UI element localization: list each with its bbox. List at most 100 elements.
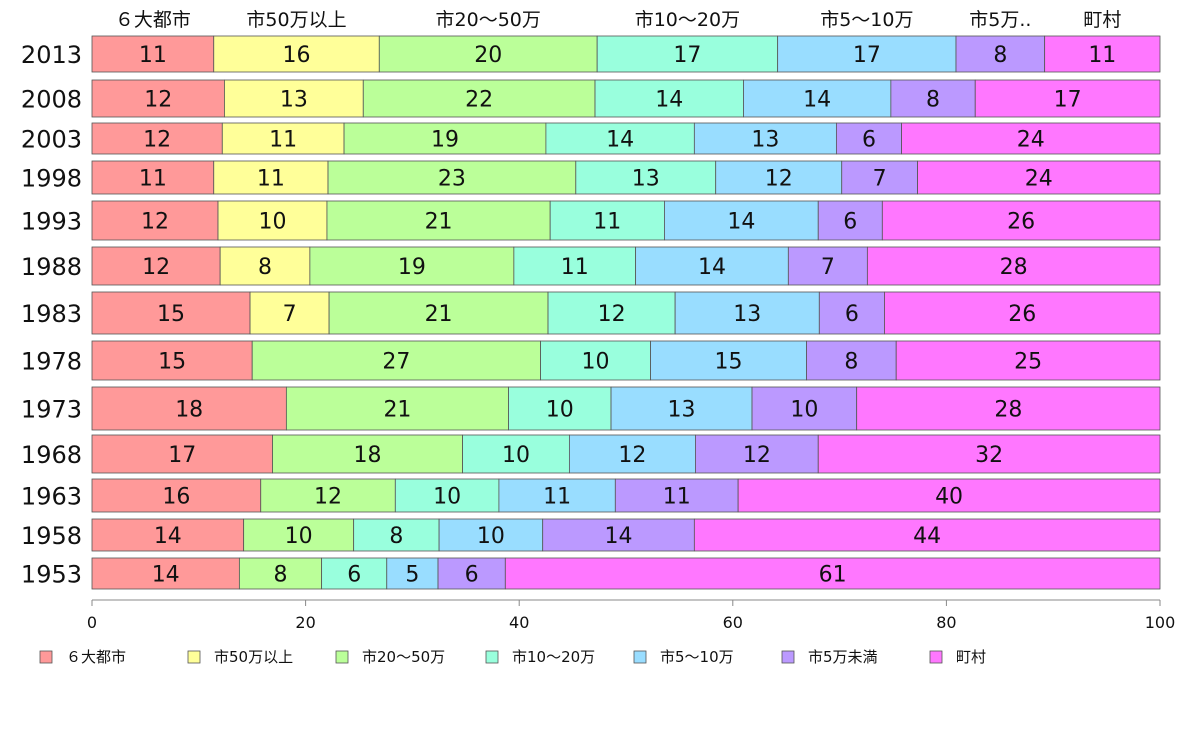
bar-segment xyxy=(614,478,739,513)
bar-segment xyxy=(91,518,245,552)
bar-segment xyxy=(881,200,1161,241)
segment-value-label: 17 xyxy=(1054,88,1082,113)
segment-value-label: 11 xyxy=(663,485,691,510)
segment-value-label: 32 xyxy=(975,443,1003,468)
segment-value-label: 26 xyxy=(1008,302,1036,327)
year-label: 1993 xyxy=(21,208,82,236)
top-column-label: 市5万.. xyxy=(969,9,1031,31)
year-label: 1953 xyxy=(21,561,82,589)
segment-value-label: 11 xyxy=(257,167,285,192)
bar-segment xyxy=(328,291,549,335)
segment-value-label: 10 xyxy=(502,443,530,468)
bar-segment xyxy=(650,340,807,381)
legend-label: 市50万以上 xyxy=(214,648,293,666)
segment-value-label: 11 xyxy=(593,210,621,235)
year-label: 1963 xyxy=(21,483,82,511)
segment-value-label: 61 xyxy=(819,563,847,588)
segment-value-label: 10 xyxy=(790,398,818,423)
segment-value-label: 22 xyxy=(465,88,493,113)
bar-segment xyxy=(251,340,541,381)
bar-segment xyxy=(221,122,345,155)
segment-value-label: 19 xyxy=(431,128,459,153)
bar-segment xyxy=(260,478,396,513)
bar-segment xyxy=(504,557,1161,590)
segment-value-label: 14 xyxy=(698,255,726,280)
segment-value-label: 6 xyxy=(845,302,859,327)
bar-segment xyxy=(955,35,1046,73)
bar-segment xyxy=(895,340,1161,381)
segment-value-label: 18 xyxy=(354,443,382,468)
bar-segment xyxy=(513,246,637,286)
bar-segment xyxy=(91,160,215,195)
bar-segment xyxy=(213,35,380,73)
legend-swatch xyxy=(39,650,53,664)
year-label: 1988 xyxy=(21,253,82,281)
bar-segment xyxy=(806,340,897,381)
segment-value-label: 6 xyxy=(843,210,857,235)
segment-value-label: 23 xyxy=(438,167,466,192)
bar-segment xyxy=(901,122,1161,155)
segment-value-label: 18 xyxy=(175,398,203,423)
segment-value-label: 15 xyxy=(715,350,743,375)
bar-segment xyxy=(974,79,1161,118)
segment-value-label: 16 xyxy=(283,43,311,68)
segment-value-label: 10 xyxy=(582,350,610,375)
bar-segment xyxy=(91,79,225,118)
bar-segment xyxy=(353,518,440,552)
year-label: 1958 xyxy=(21,522,82,550)
x-tick-label: 20 xyxy=(295,613,315,632)
segment-value-label: 13 xyxy=(280,88,308,113)
segment-value-label: 6 xyxy=(465,563,479,588)
segment-value-label: 8 xyxy=(274,563,288,588)
bar-segment xyxy=(508,386,612,431)
bar-segment xyxy=(437,557,506,590)
top-column-label: 市10～20万 xyxy=(635,9,740,31)
segment-value-label: 40 xyxy=(935,485,963,510)
legend-swatch xyxy=(929,650,943,664)
segment-value-label: 11 xyxy=(1088,43,1116,68)
segment-value-label: 17 xyxy=(853,43,881,68)
segment-value-label: 11 xyxy=(269,128,297,153)
legend-swatch xyxy=(485,650,499,664)
segment-value-label: 14 xyxy=(727,210,755,235)
legend-label: 市5万未満 xyxy=(808,648,878,666)
bar-segment xyxy=(462,434,570,474)
segment-value-label: 15 xyxy=(158,350,186,375)
bar-segment xyxy=(693,518,1161,552)
segment-value-label: 7 xyxy=(821,255,835,280)
segment-value-label: 26 xyxy=(1007,210,1035,235)
bar-segment xyxy=(91,340,253,381)
bar-segment xyxy=(378,35,598,73)
x-tick-label: 100 xyxy=(1145,613,1176,632)
bar-segment xyxy=(674,291,820,335)
top-column-label: 市5～10万 xyxy=(820,9,913,31)
legend-label: 市20～50万 xyxy=(362,648,445,666)
segment-value-label: 14 xyxy=(606,128,634,153)
legend-swatch xyxy=(335,650,349,664)
bar-segment xyxy=(817,200,883,241)
year-label: 1978 xyxy=(21,348,82,376)
segment-value-label: 12 xyxy=(143,128,171,153)
bar-segment xyxy=(596,35,779,73)
segment-value-label: 12 xyxy=(598,302,626,327)
bar-segment xyxy=(321,557,388,590)
segment-value-label: 11 xyxy=(139,43,167,68)
segment-value-label: 44 xyxy=(913,524,941,549)
segment-value-label: 10 xyxy=(258,210,286,235)
bar-segment xyxy=(545,122,695,155)
bar-segment xyxy=(91,200,219,241)
segment-value-label: 8 xyxy=(389,524,403,549)
legend-swatch xyxy=(633,650,647,664)
bar-segment xyxy=(835,122,902,155)
bar-segment xyxy=(91,434,273,474)
bar-segment xyxy=(818,291,885,335)
bar-segment xyxy=(777,35,957,73)
segment-value-label: 13 xyxy=(632,167,660,192)
segment-value-label: 6 xyxy=(347,563,361,588)
bar-segment xyxy=(91,478,262,513)
bar-segment xyxy=(787,246,868,286)
legend-label: 市10～20万 xyxy=(512,648,595,666)
segment-value-label: 24 xyxy=(1025,167,1053,192)
bar-segment xyxy=(91,35,215,73)
